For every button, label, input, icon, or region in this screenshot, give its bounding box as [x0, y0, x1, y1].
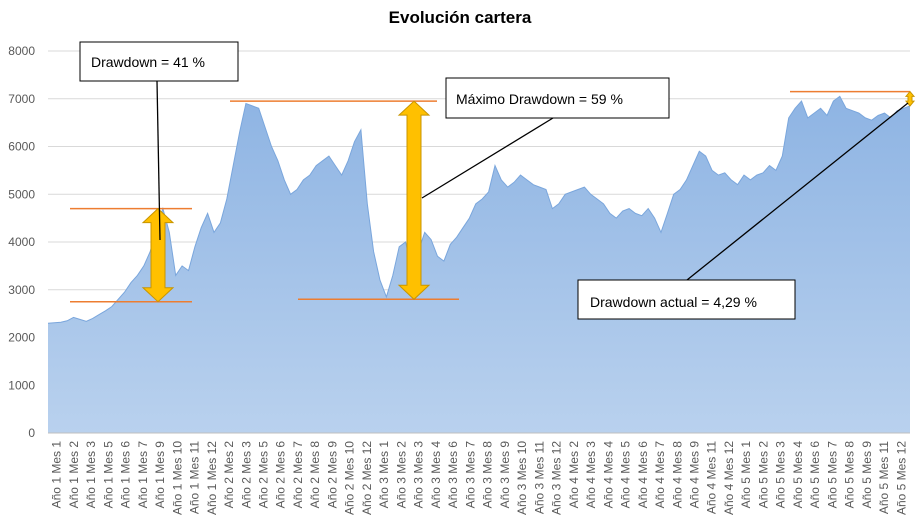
x-tick-label: Año 5 Mes 11	[877, 441, 891, 514]
callout-label: Máximo Drawdown = 59 %	[456, 91, 623, 107]
x-tick-label: Año 2 Mes 2	[222, 441, 236, 509]
callout-leader-line	[156, 80, 161, 241]
x-tick-label: Año 3 Mes 11	[532, 441, 546, 514]
y-tick-label: 2000	[8, 331, 35, 345]
x-tick-label: Año 5 Mes 4	[791, 441, 805, 509]
x-tick-label: Año 4 Mes 2	[567, 441, 581, 509]
drawdown-arrow	[397, 100, 431, 300]
callout-box	[445, 77, 670, 119]
x-tick-label: Año 3 Mes 9	[498, 441, 512, 509]
x-tick-label: Año 2 Mes 7	[291, 441, 305, 509]
x-tick-label: Año 5 Mes 7	[825, 441, 839, 509]
y-axis: 0 1000 2000 3000 4000 5000 6000 7000 8000	[8, 44, 35, 440]
x-tick-label: Año 1 Mes 12	[205, 441, 219, 515]
y-tick-label: 1000	[8, 378, 35, 392]
x-tick-label: Año 4 Mes 4	[601, 441, 615, 509]
x-tick-label: Año 3 Mes 6	[446, 441, 460, 509]
x-tick-label: Año 1 Mes 9	[153, 441, 167, 509]
x-tick-label: Año 2 Mes 9	[325, 441, 339, 509]
y-tick-label: 4000	[8, 235, 35, 249]
x-tick-label: Año 4 Mes 7	[653, 441, 667, 509]
x-tick-label: Año 5 Mes 2	[756, 441, 770, 509]
x-tick-label: Año 4 Mes 9	[688, 441, 702, 509]
x-tick-label: Año 5 Mes 1	[739, 441, 753, 509]
drawdown-arrow	[904, 90, 916, 107]
x-tick-label: Año 3 Mes 8	[481, 441, 495, 509]
y-tick-label: 7000	[8, 92, 35, 106]
callout-label: Drawdown actual = 4,29 %	[590, 294, 757, 310]
chart-title: Evolución cartera	[389, 8, 532, 27]
x-tick-label: Año 1 Mes 2	[67, 441, 81, 509]
x-tick-label: Año 1 Mes 1	[50, 441, 64, 509]
x-tick-label: Año 1 Mes 3	[84, 441, 98, 509]
x-tick-label: Año 5 Mes 8	[843, 441, 857, 509]
x-tick-label: Año 4 Mes 11	[705, 441, 719, 514]
y-tick-label: 3000	[8, 283, 35, 297]
x-tick-label: Año 3 Mes 4	[429, 441, 443, 509]
x-tick-label: Año 3 Mes 3	[412, 441, 426, 509]
callout-box	[79, 41, 239, 82]
x-tick-label: Año 4 Mes 12	[722, 441, 736, 515]
x-tick-label: Año 2 Mes 8	[308, 441, 322, 509]
x-tick-label: Año 1 Mes 6	[119, 441, 133, 509]
x-axis-labels: Año 1 Mes 1 Año 1 Mes 2 Año 1 Mes 3 Año 1 M…	[50, 441, 909, 515]
x-tick-label: Año 2 Mes 10	[343, 441, 357, 515]
callout-label: Drawdown = 41 %	[91, 54, 205, 70]
x-tick-label: Año 3 Mes 10	[515, 441, 529, 515]
x-tick-label: Año 5 Mes 3	[774, 441, 788, 509]
x-tick-label: Año 2 Mes 6	[274, 441, 288, 509]
x-tick-label: Año 2 Mes 5	[257, 441, 271, 509]
x-tick-label: Año 3 Mes 1	[377, 441, 391, 509]
x-tick-label: Año 4 Mes 3	[584, 441, 598, 509]
x-tick-label: Año 1 Mes 7	[136, 441, 150, 509]
x-tick-label: Año 3 Mes 7	[463, 441, 477, 509]
x-tick-label: Año 2 Mes 12	[360, 441, 374, 515]
x-tick-label: Año 5 Mes 6	[808, 441, 822, 509]
series-area	[48, 96, 910, 434]
y-tick-label: 6000	[8, 140, 35, 154]
x-tick-label: Año 4 Mes 8	[670, 441, 684, 509]
drawdown-annotations: Drawdown = 41 % Máximo Drawdown = 59 % Dra…	[70, 41, 916, 320]
callout-leader-line	[686, 102, 909, 281]
x-tick-label: Año 4 Mes 6	[636, 441, 650, 509]
callout-box	[577, 279, 796, 320]
x-tick-label: Año 5 Mes 9	[860, 441, 874, 509]
y-tick-label: 0	[28, 426, 35, 440]
x-tick-label: Año 1 Mes 11	[188, 441, 202, 514]
x-tick-label: Año 3 Mes 12	[550, 441, 564, 515]
y-tick-label: 5000	[8, 187, 35, 201]
drawdown-arrow	[141, 207, 175, 303]
x-tick-label: Año 1 Mes 5	[101, 441, 115, 509]
x-tick-label: Año 4 Mes 5	[619, 441, 633, 509]
x-tick-label: Año 2 Mes 3	[239, 441, 253, 509]
x-tick-label: Año 3 Mes 2	[394, 441, 408, 509]
series-line	[47, 95, 911, 324]
x-tick-label: Año 5 Mes 12	[894, 441, 908, 515]
x-tick-label: Año 1 Mes 10	[170, 441, 184, 515]
data-area	[47, 95, 911, 434]
callout-leader-line	[421, 117, 554, 199]
y-tick-label: 8000	[8, 44, 35, 58]
